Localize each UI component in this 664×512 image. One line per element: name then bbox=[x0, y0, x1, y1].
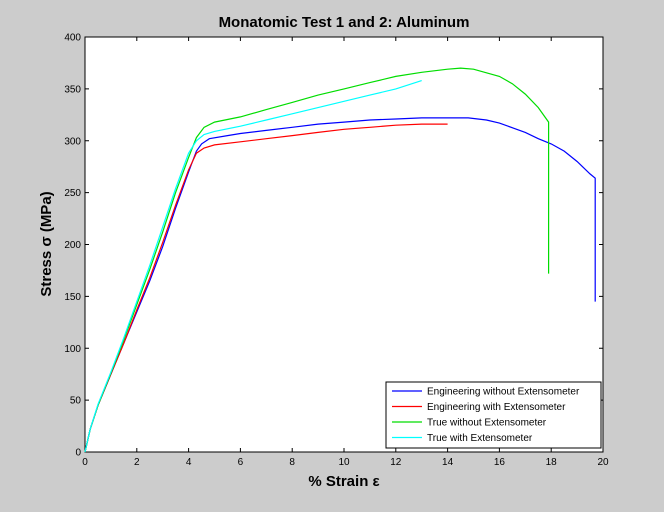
y-tick-label: 250 bbox=[64, 188, 81, 199]
x-tick-label: 2 bbox=[134, 457, 140, 468]
x-tick-label: 6 bbox=[238, 457, 244, 468]
legend-label-2: Engineering with Extensometer bbox=[427, 402, 566, 413]
y-tick-label: 400 bbox=[64, 33, 81, 44]
y-tick-label: 50 bbox=[70, 396, 82, 407]
y-tick-label: 150 bbox=[64, 292, 81, 303]
x-tick-label: 12 bbox=[390, 457, 402, 468]
series-line-4 bbox=[84, 80, 422, 453]
x-tick-label: 8 bbox=[289, 457, 295, 468]
y-tick-label: 100 bbox=[64, 344, 81, 355]
legend-label-3: True without Extensometer bbox=[427, 418, 547, 429]
y-tick-label: 300 bbox=[64, 136, 81, 147]
x-tick-label: 16 bbox=[494, 457, 506, 468]
y-tick-label: 350 bbox=[64, 84, 81, 95]
series-line-2 bbox=[84, 123, 448, 453]
x-tick-label: 14 bbox=[442, 457, 454, 468]
y-tick-label: 0 bbox=[75, 448, 81, 459]
legend-label-1: Engineering without Extensometer bbox=[427, 387, 580, 398]
legend-label-4: True with Extensometer bbox=[427, 433, 533, 444]
series-line-1 bbox=[84, 117, 596, 453]
x-tick-label: 18 bbox=[546, 457, 558, 468]
x-tick-label: 0 bbox=[82, 457, 88, 468]
y-tick-label: 200 bbox=[64, 240, 81, 251]
series-layer bbox=[84, 67, 596, 453]
axis-ticks: 0 2 4 6 8 10 12 14 16 18 2005010015020025030035040… bbox=[64, 33, 609, 469]
chart-title: Monatomic Test 1 and 2: Aluminum bbox=[219, 14, 470, 31]
x-axis-label: % Strain ε bbox=[308, 473, 379, 490]
x-tick-label: 4 bbox=[186, 457, 192, 468]
y-axis-label: Stress σ (MPa) bbox=[38, 191, 55, 296]
x-tick-label: 10 bbox=[338, 457, 350, 468]
series-line-3 bbox=[84, 67, 550, 453]
legend: Engineering without Extensometer Engineer… bbox=[385, 381, 602, 449]
x-tick-label: 20 bbox=[597, 457, 609, 468]
